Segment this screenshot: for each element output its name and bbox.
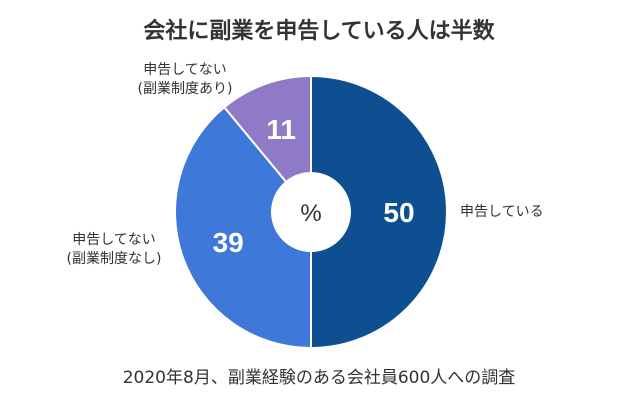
slice-value-label-1: 39 <box>213 227 244 258</box>
slice-category-label-1: 申告してない(副業制度なし) <box>67 232 162 267</box>
slice-category-label-0: 申告している <box>460 204 544 220</box>
slices-group <box>174 74 448 350</box>
pie-slice-0 <box>310 74 448 350</box>
pie-slice-1 <box>174 105 312 350</box>
value-labels-group: 50 39 11 <box>213 114 415 258</box>
slice-value-label-2: 11 <box>266 114 296 145</box>
chart-title: 会社に副業を申告している人は半数 <box>143 18 495 44</box>
pie-slice-2 <box>222 74 312 215</box>
center-hole <box>271 172 351 252</box>
slice-value-label-0: 50 <box>383 197 414 228</box>
center-label: % <box>300 200 321 227</box>
source-note: 2020年8月、副業経験のある会社員600人への調査 <box>123 368 516 388</box>
slice-category-label-2: 申告してない(副業制度あり) <box>138 62 233 97</box>
